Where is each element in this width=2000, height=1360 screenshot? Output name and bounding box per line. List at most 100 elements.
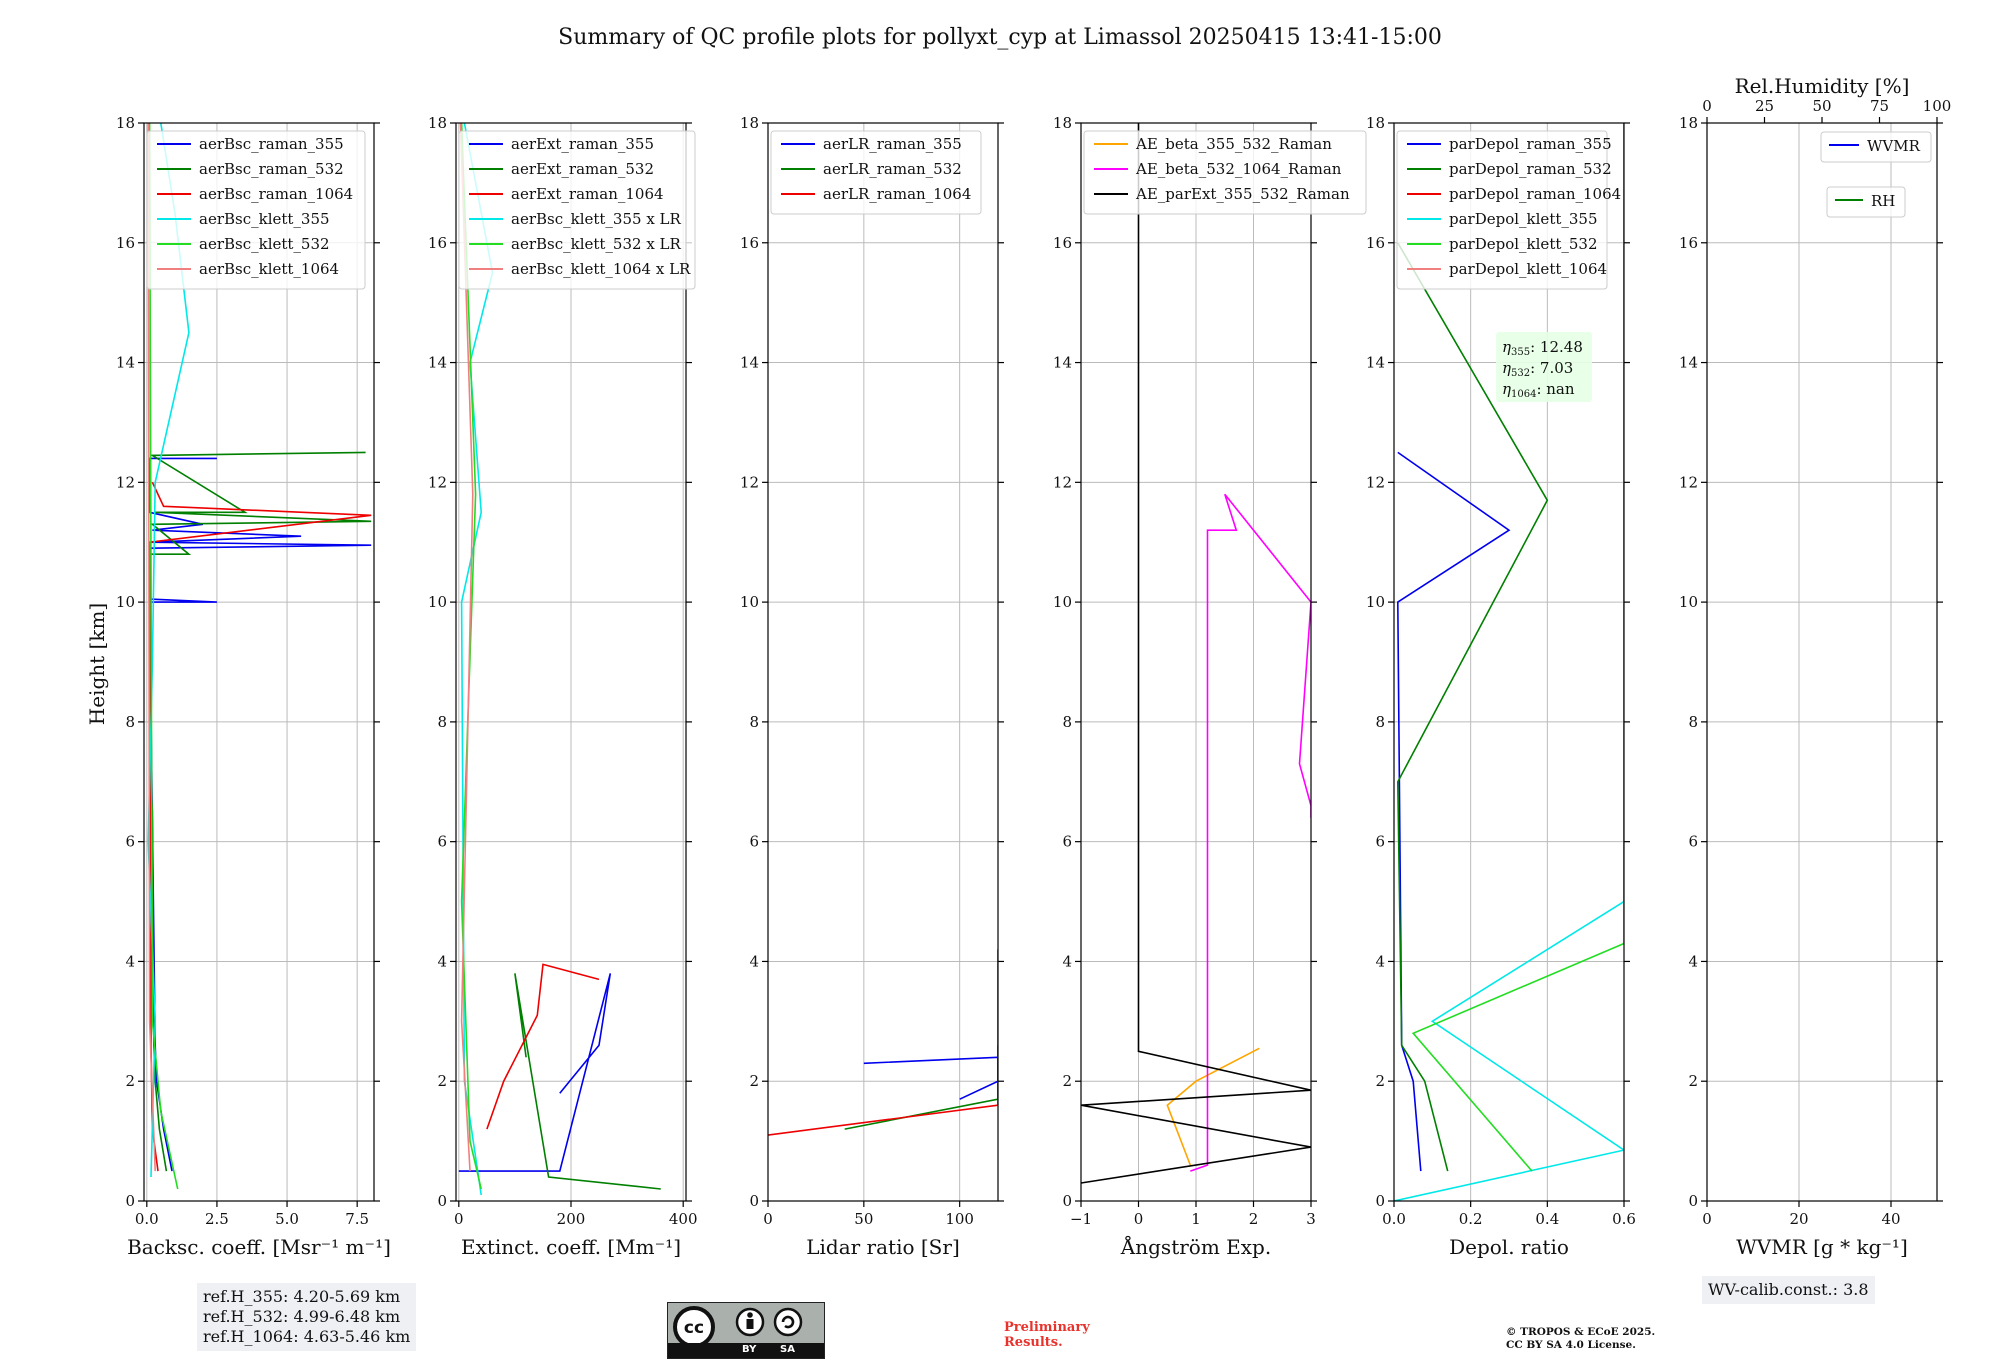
y-tick-label: 6 xyxy=(1375,833,1385,851)
legend-label: parDepol_klett_1064 xyxy=(1449,260,1607,278)
annotation-line: η1064: nan xyxy=(1502,380,1575,400)
y-tick-label: 0 xyxy=(125,1192,135,1210)
copyright-line2: CC BY SA 4.0 License. xyxy=(1506,1339,1636,1351)
x-tick-label: 2.5 xyxy=(205,1210,229,1228)
copyright-line1: © TROPOS & ECoE 2025. xyxy=(1506,1326,1656,1338)
cc-sa-label: SA xyxy=(780,1344,795,1355)
legend-label: aerBsc_raman_532 xyxy=(199,160,344,178)
legend-label: parDepol_raman_532 xyxy=(1449,160,1612,178)
axes-frame xyxy=(1080,122,1312,1202)
panel-3: 0 2 4 6 8 10 12 14 16 18 0 50 100 Lidar ratio [Sr] aer… xyxy=(740,114,1004,1259)
legend: parDepol_raman_355 parDepol_raman_532 parD… xyxy=(1396,130,1621,290)
legend: WVMR RH xyxy=(1820,131,1932,218)
annotation-line: η532: 7.03 xyxy=(1502,359,1573,379)
legend-box xyxy=(458,130,696,290)
legend: aerExt_raman_355 aerExt_raman_532 aerExt_r… xyxy=(458,130,696,290)
ref-height-532: ref.H_532: 4.99-6.48 km xyxy=(203,1307,401,1326)
ref-height-1064: ref.H_1064: 4.63-5.46 km xyxy=(203,1327,411,1346)
y-tick-label: 6 xyxy=(437,833,447,851)
y-tick-label: 18 xyxy=(1679,114,1698,132)
series-line-aerBsc_klett_1064 x LR xyxy=(459,123,474,1172)
legend-label-2: RH xyxy=(1871,192,1895,210)
top-x-tick-label: 50 xyxy=(1812,97,1831,115)
legend-label: aerBsc_raman_1064 xyxy=(199,185,353,203)
copyright-note: © TROPOS & ECoE 2025. CC BY SA 4.0 Licen… xyxy=(1506,1326,1655,1352)
x-tick-label: 20 xyxy=(1789,1210,1808,1228)
y-tick-label: 4 xyxy=(125,952,135,970)
series-line-parDepol_raman_355 xyxy=(1396,451,1511,1172)
y-tick-label: 8 xyxy=(1062,713,1072,731)
series-group xyxy=(768,949,998,1136)
y-tick-label: 12 xyxy=(1366,473,1385,491)
legend: AE_beta_355_532_Raman AE_beta_532_1064_Ra… xyxy=(1083,130,1367,215)
panel-1: 0 2 4 6 8 10 12 14 16 18 0.0 2.5 5.0 7.5 Backsc. coeff… xyxy=(116,114,391,1259)
x-axis-label: Depol. ratio xyxy=(1449,1235,1569,1259)
y-tick-label: 18 xyxy=(740,114,759,132)
x-axis-label: Backsc. coeff. [Msr⁻¹ m⁻¹] xyxy=(127,1235,391,1259)
y-tick-label: 18 xyxy=(1053,114,1072,132)
y-tick-label: 10 xyxy=(116,593,135,611)
wv-calib-text: WV-calib.const.: 3.8 xyxy=(1708,1280,1869,1299)
y-tick-label: 10 xyxy=(1679,593,1698,611)
series-line-parDepol_klett_532 xyxy=(1411,123,1624,1172)
x-tick-label: 0 xyxy=(1134,1210,1144,1228)
legend-label: aerBsc_raman_355 xyxy=(199,135,344,153)
y-tick-label: 12 xyxy=(1053,473,1072,491)
series-group xyxy=(458,123,661,1196)
preliminary-line1: Preliminary xyxy=(1004,1320,1090,1335)
x-axis-label: WVMR [g * kg⁻¹] xyxy=(1736,1235,1908,1259)
preliminary-line2: Results. xyxy=(1004,1335,1063,1350)
y-tick-label: 6 xyxy=(1062,833,1072,851)
y-tick-label: 8 xyxy=(1375,713,1385,731)
x-tick-label: 7.5 xyxy=(345,1210,369,1228)
y-tick-label: 16 xyxy=(428,234,447,252)
y-tick-label: 4 xyxy=(437,952,447,970)
y-tick-label: 4 xyxy=(1375,952,1385,970)
series-group xyxy=(147,123,372,1190)
x-tick-label: 0.2 xyxy=(1459,1210,1483,1228)
panel-5: 0 2 4 6 8 10 12 14 16 18 0.0 0.2 0.4 0.6 Depol. ratio p… xyxy=(1366,114,1636,1259)
y-tick-label: 10 xyxy=(1366,593,1385,611)
y-tick-label: 14 xyxy=(116,354,135,372)
wv-calib-box: WV-calib.const.: 3.8 xyxy=(1702,1276,1875,1304)
preliminary-results-note: Preliminary Results. xyxy=(1004,1320,1090,1350)
y-tick-label: 18 xyxy=(1366,114,1385,132)
y-tick-label: 16 xyxy=(116,234,135,252)
top-x-tick-label: 75 xyxy=(1870,97,1889,115)
x-tick-label: 0 xyxy=(454,1210,464,1228)
legend-label: AE_beta_532_1064_Raman xyxy=(1135,160,1342,178)
x-tick-label: 0.6 xyxy=(1612,1210,1636,1228)
cc-icon: cc xyxy=(673,1306,803,1343)
y-tick-label: 4 xyxy=(1062,952,1072,970)
legend-label: aerExt_raman_355 xyxy=(511,135,654,153)
x-tick-label: 0 xyxy=(1702,1210,1712,1228)
axes-frame xyxy=(1393,122,1625,1202)
y-tick-label: 0 xyxy=(1375,1192,1385,1210)
legend-label: aerBsc_klett_532 x LR xyxy=(511,235,682,253)
x-tick-label: 400 xyxy=(669,1210,698,1228)
y-tick-label: 16 xyxy=(1366,234,1385,252)
axes-frame xyxy=(1706,122,1938,1202)
x-axis-label: Lidar ratio [Sr] xyxy=(806,1235,960,1259)
series-line-parDepol_raman_532 xyxy=(1396,242,1549,1172)
legend-label: aerBsc_klett_1064 xyxy=(199,260,339,278)
legend-label: parDepol_klett_532 xyxy=(1449,235,1598,253)
y-tick-label: 16 xyxy=(1053,234,1072,252)
y-tick-label: 6 xyxy=(1688,833,1698,851)
y-tick-label: 2 xyxy=(749,1072,759,1090)
top-x-tick-label: 100 xyxy=(1923,97,1952,115)
x-axis-label: Extinct. coeff. [Mm⁻¹] xyxy=(461,1235,681,1259)
axes-frame xyxy=(455,122,687,1202)
y-tick-label: 14 xyxy=(1679,354,1698,372)
legend: aerBsc_raman_355 aerBsc_raman_532 aerBsc_r… xyxy=(146,130,366,290)
y-tick-label: 12 xyxy=(116,473,135,491)
y-tick-label: 8 xyxy=(1688,713,1698,731)
axes-frame xyxy=(767,122,999,1202)
series-line-AE_beta_355_532_Raman xyxy=(1166,1047,1260,1166)
y-tick-label: 8 xyxy=(749,713,759,731)
series-line-aerBsc_klett_1064 xyxy=(147,123,156,1172)
legend-label: aerBsc_klett_355 xyxy=(199,210,330,228)
x-tick-label: 5.0 xyxy=(275,1210,299,1228)
